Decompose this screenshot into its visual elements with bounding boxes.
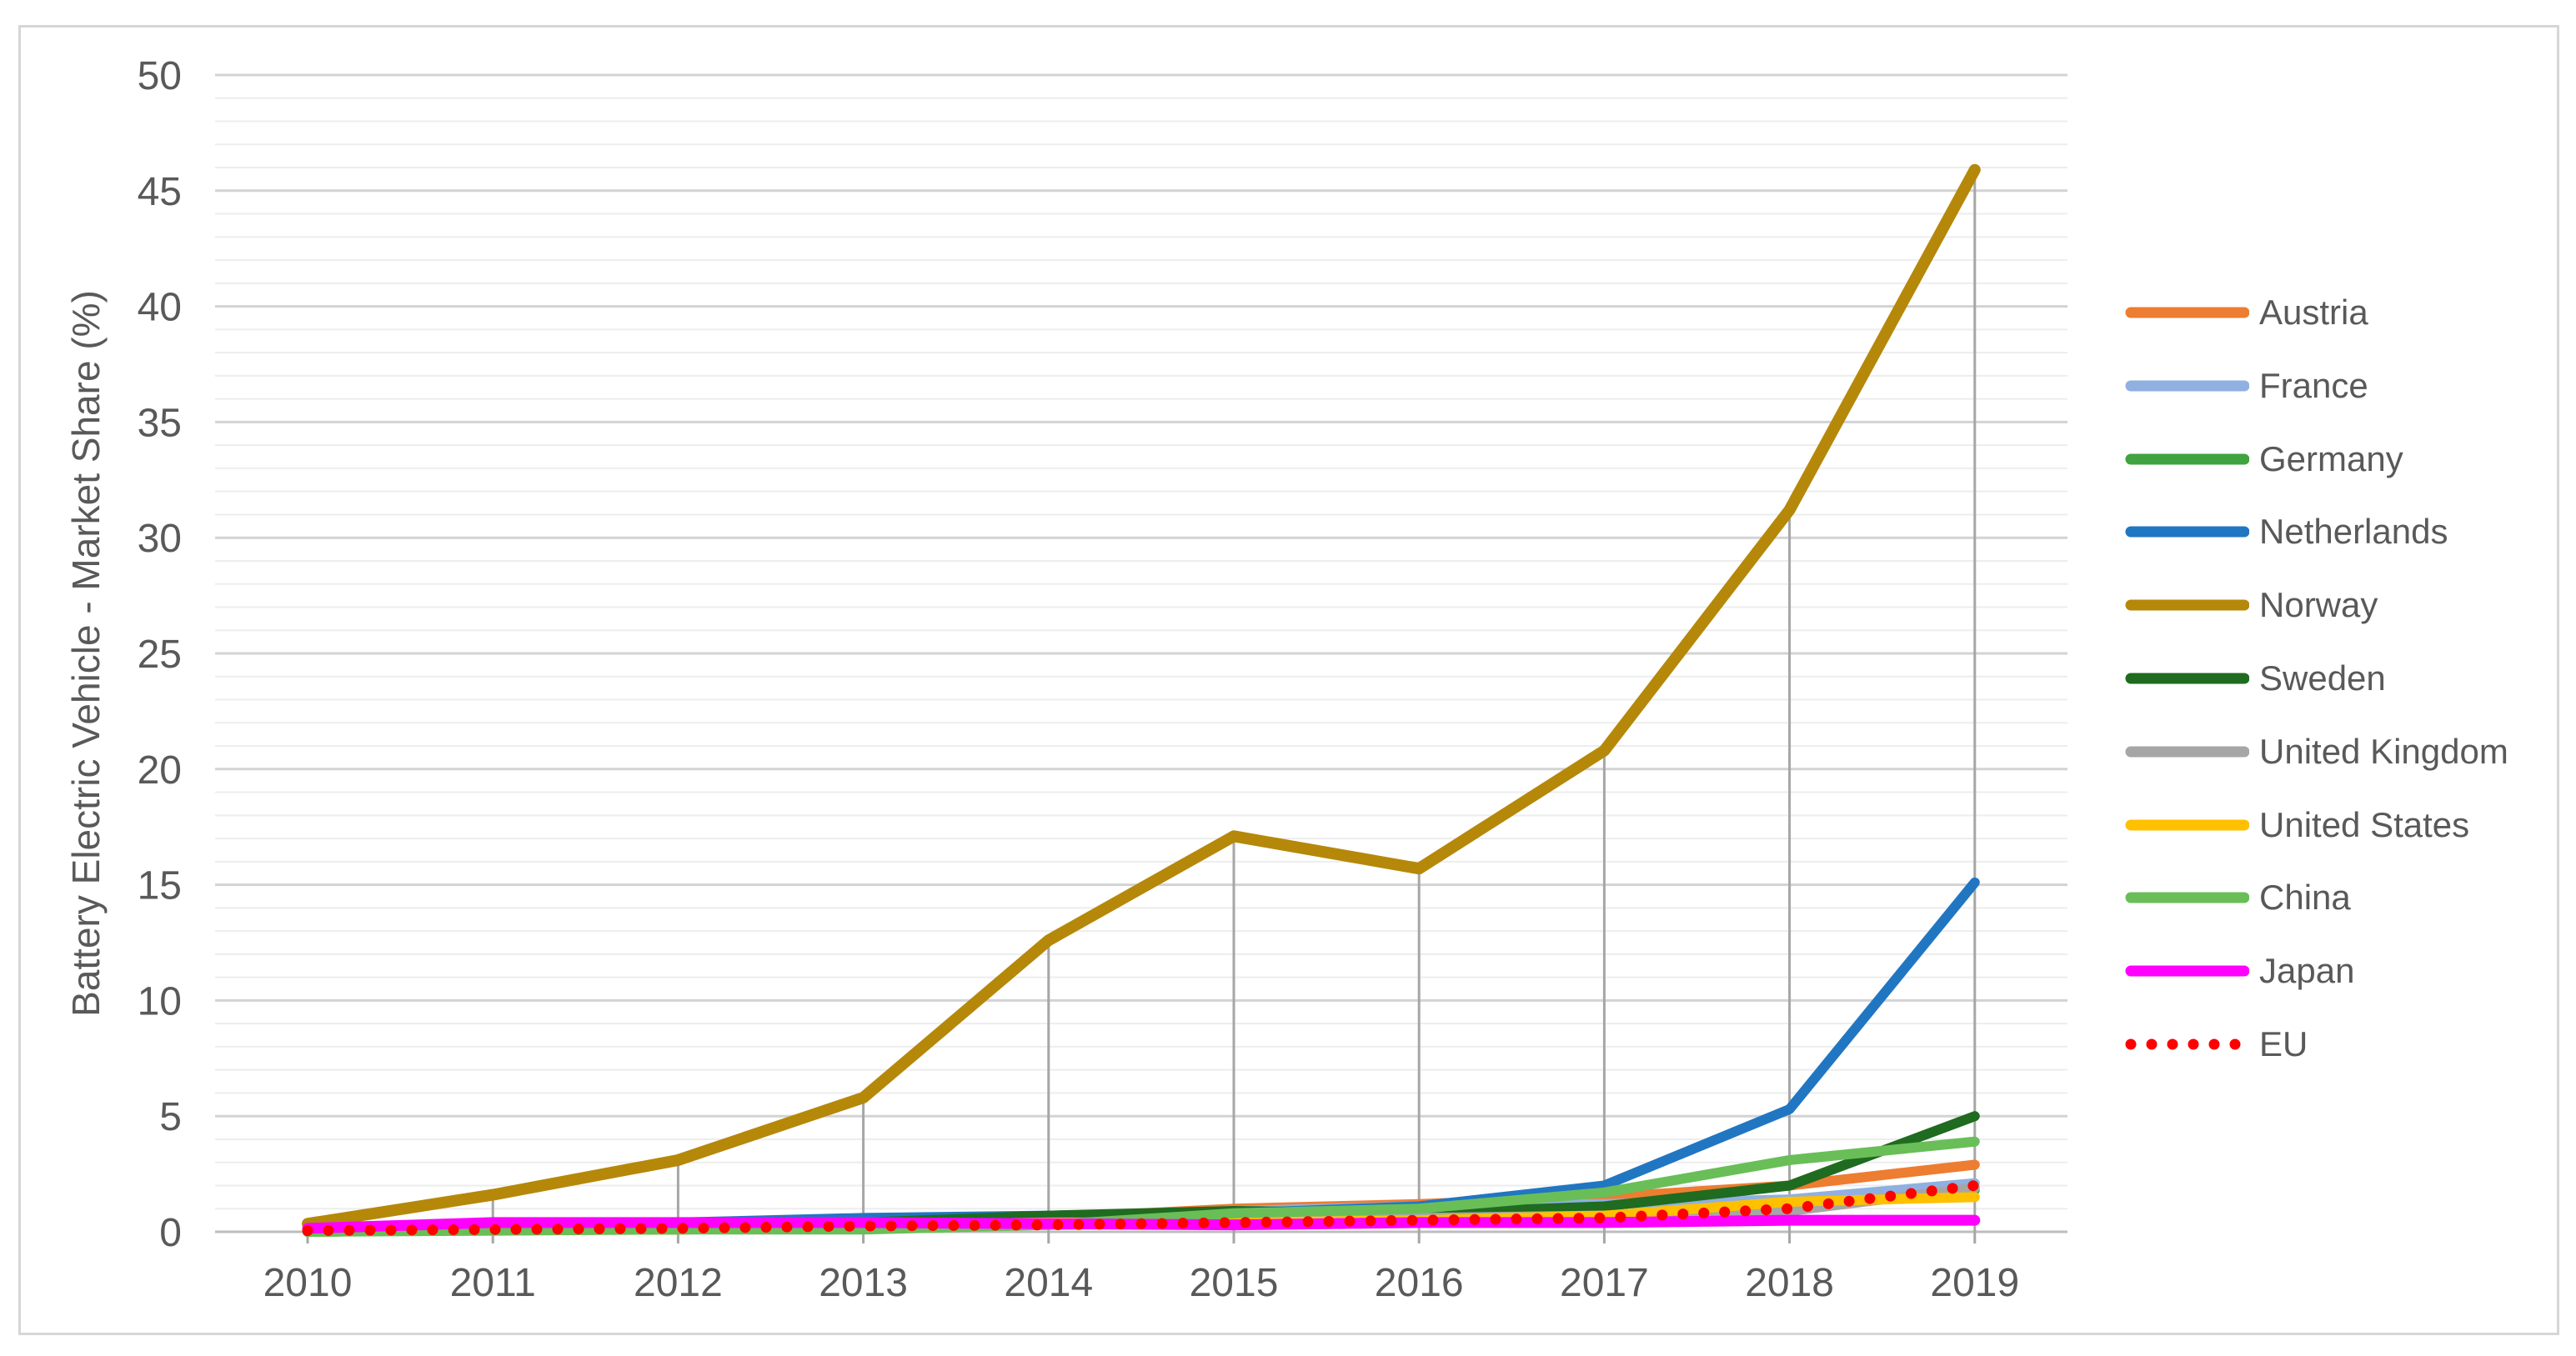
legend-swatch-france-icon [2125,380,2249,392]
legend-label-france: France [2259,365,2368,405]
y-tick-label-5: 5 [159,1095,182,1139]
x-tick-label-2010: 2010 [263,1261,353,1305]
legend-swatch-sweden-icon [2125,673,2249,684]
x-tick-label-2018: 2018 [1745,1261,1834,1305]
legend-swatch-netherlands-icon [2125,526,2249,538]
legend-swatch-united-states-icon [2125,819,2249,831]
y-tick-label-10: 10 [138,979,182,1023]
y-tick-label-0: 0 [159,1211,182,1255]
y-tick-label-20: 20 [138,748,182,793]
legend-label-eu: EU [2259,1024,2308,1063]
legend-label-china: China [2259,878,2351,918]
series-line-norway [302,163,1981,1230]
legend-label-germany: Germany [2259,438,2403,478]
legend-item-sweden: Sweden [2124,658,2386,698]
y-tick-label-25: 25 [138,633,182,677]
legend-label-norway: Norway [2259,585,2378,625]
legend-label-united-kingdom: United Kingdom [2259,731,2508,771]
x-tick-label-2014: 2014 [1004,1261,1093,1305]
x-tick-label-2019: 2019 [1930,1261,2019,1305]
legend-swatch-germany-icon [2125,453,2249,465]
legend-swatch-japan-icon [2125,965,2249,977]
legend-label-austria: Austria [2259,293,2368,332]
y-tick-label-15: 15 [138,864,182,908]
legend-swatch-austria-icon [2125,307,2249,318]
legend-label-sweden: Sweden [2259,658,2386,698]
legend-label-japan: Japan [2259,951,2355,991]
y-axis-title: Battery Electric Vehicle - Market Share … [64,290,108,1017]
legend-item-germany: Germany [2124,439,2403,479]
x-tick-label-2012: 2012 [634,1261,723,1305]
x-tick-label-2016: 2016 [1375,1261,1464,1305]
legend-swatch-norway-icon [2125,599,2249,611]
legend-label-netherlands: Netherlands [2259,512,2448,552]
legend-item-united-states: United States [2124,805,2469,845]
y-tick-label-40: 40 [138,286,182,330]
y-tick-label-30: 30 [138,517,182,561]
x-tick-label-2013: 2013 [819,1261,908,1305]
y-tick-label-50: 50 [138,54,182,98]
x-tick-label-2011: 2011 [450,1261,536,1305]
y-tick-label-35: 35 [138,401,182,445]
legend-item-china: China [2124,878,2351,918]
legend-item-united-kingdom: United Kingdom [2124,732,2508,772]
legend-item-netherlands: Netherlands [2124,512,2448,552]
series-line-eu [302,1179,1981,1237]
legend-swatch-china-icon [2125,892,2249,903]
y-tick-label-45: 45 [138,170,182,214]
legend-item-eu: EU [2124,1024,2308,1064]
legend-item-france: France [2124,366,2368,406]
legend-swatch-united-kingdom-icon [2125,746,2249,758]
legend-swatch-eu-icon [2125,1038,2249,1050]
x-tick-label-2015: 2015 [1190,1261,1279,1305]
legend-item-norway: Norway [2124,585,2378,625]
legend-item-austria: Austria [2124,293,2368,333]
x-tick-label-2017: 2017 [1560,1261,1649,1305]
legend-item-japan: Japan [2124,951,2354,991]
legend-label-united-states: United States [2259,804,2470,844]
